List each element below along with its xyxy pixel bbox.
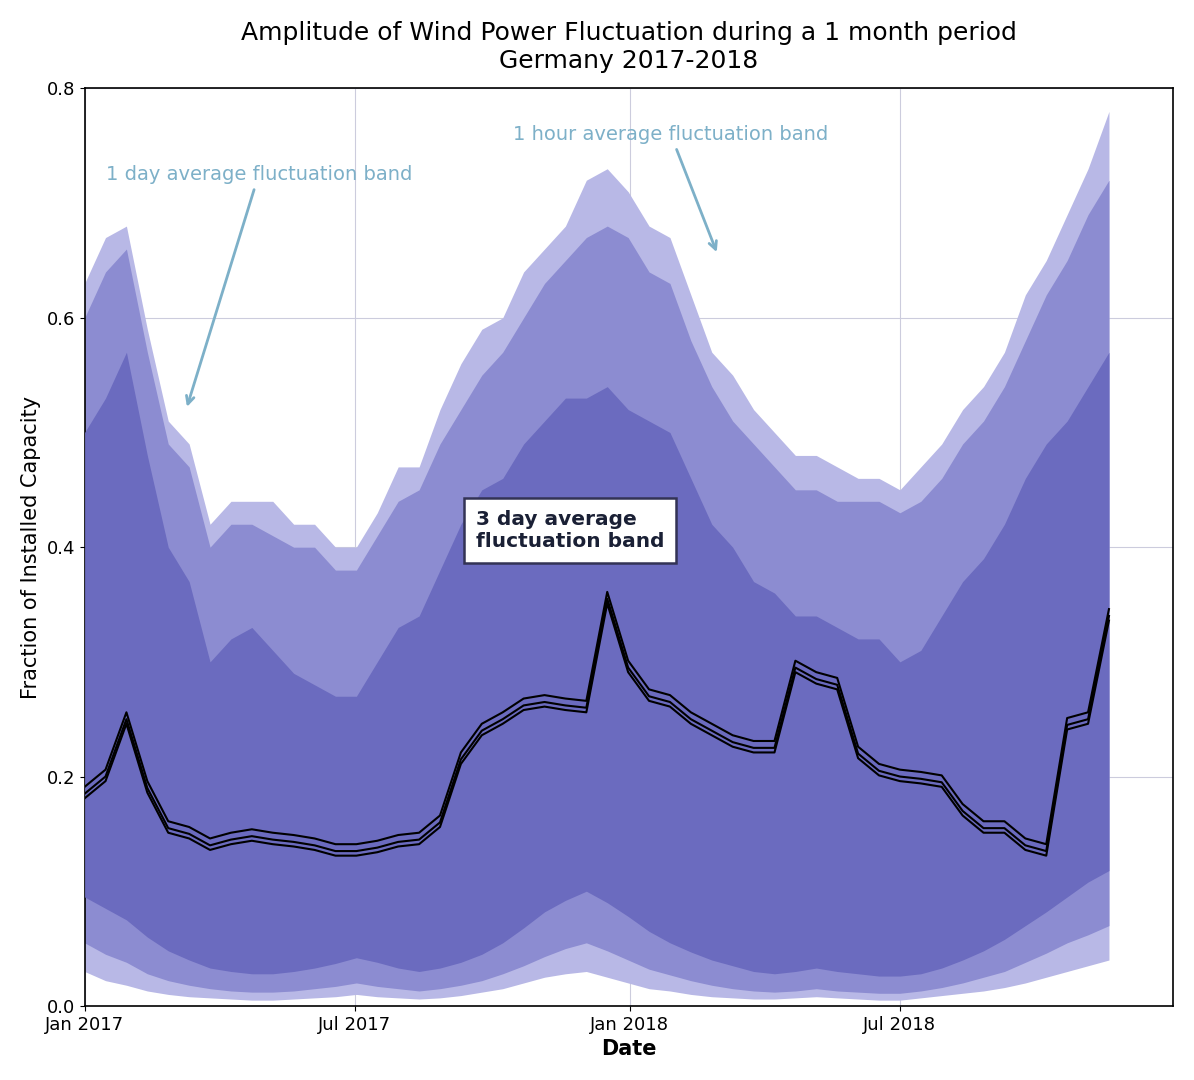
- Y-axis label: Fraction of Installed Capacity: Fraction of Installed Capacity: [20, 395, 41, 699]
- Text: 1 day average fluctuation band: 1 day average fluctuation band: [105, 165, 412, 404]
- Text: 1 hour average fluctuation band: 1 hour average fluctuation band: [513, 125, 829, 249]
- X-axis label: Date: Date: [601, 1039, 657, 1059]
- Text: 3 day average
fluctuation band: 3 day average fluctuation band: [476, 510, 664, 551]
- Title: Amplitude of Wind Power Fluctuation during a 1 month period
Germany 2017-2018: Amplitude of Wind Power Fluctuation duri…: [241, 21, 1017, 72]
